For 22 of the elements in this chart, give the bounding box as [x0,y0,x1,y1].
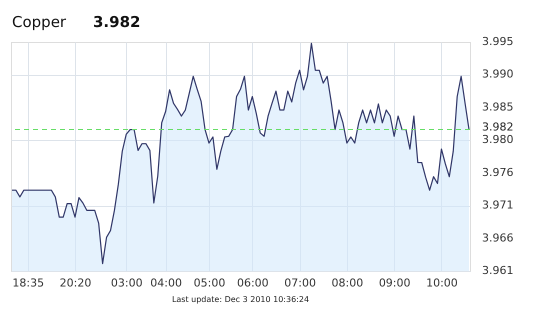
ref-line-label: 3.982 [482,120,514,134]
x-tick-label: 08:00 [332,276,364,290]
y-tick-label: 3.966 [482,231,514,244]
x-tick-label: 10:00 [426,276,458,290]
y-tick-label: 3.976 [482,166,514,179]
y-tick-label: 3.990 [482,68,514,81]
x-tick-label: 05:00 [194,276,226,290]
y-tick-label: 3.985 [482,100,514,114]
y-tick-label: 3.961 [482,264,514,277]
chart-subtitle: 3.982 [93,13,140,31]
x-tick-label: 07:00 [284,276,316,290]
chart-title: Copper [12,13,67,31]
y-tick-label: 3.971 [482,198,514,212]
x-tick-label: 09:00 [378,276,411,290]
x-tick-label: 20:20 [60,276,92,290]
text: Last update: Dec 3 2010 10:36:24 [172,295,310,304]
y-tick-label: 3.980 [482,133,514,146]
x-tick-label: 18:35 [12,276,44,290]
x-tick-label: 03:00 [110,276,143,290]
x-tick-label: 04:00 [150,276,182,290]
y-tick-label: 3.995 [482,35,514,48]
x-tick-label: 06:00 [236,276,269,290]
